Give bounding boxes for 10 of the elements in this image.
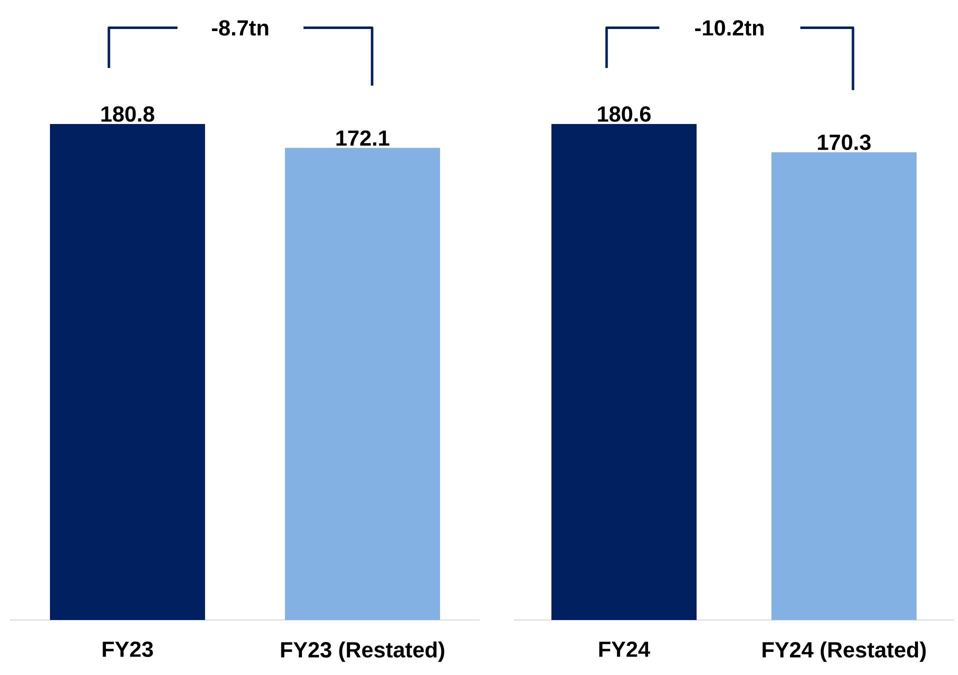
data-label: 180.8 [101, 106, 154, 122]
text: -8.7tn [212, 20, 268, 36]
data-label: 180.6 [598, 106, 651, 122]
data-label: 172.1 [336, 130, 390, 146]
x-tick-label: FY24 [599, 641, 650, 657]
data-label: 170.3 [818, 134, 871, 150]
x-tick-label: FY23 [102, 641, 153, 658]
x-tick-label: FY23 (Restated) [281, 641, 444, 662]
x-tick-label: FY24 (Restated) [762, 641, 926, 662]
text: -10.2tn [695, 20, 764, 36]
